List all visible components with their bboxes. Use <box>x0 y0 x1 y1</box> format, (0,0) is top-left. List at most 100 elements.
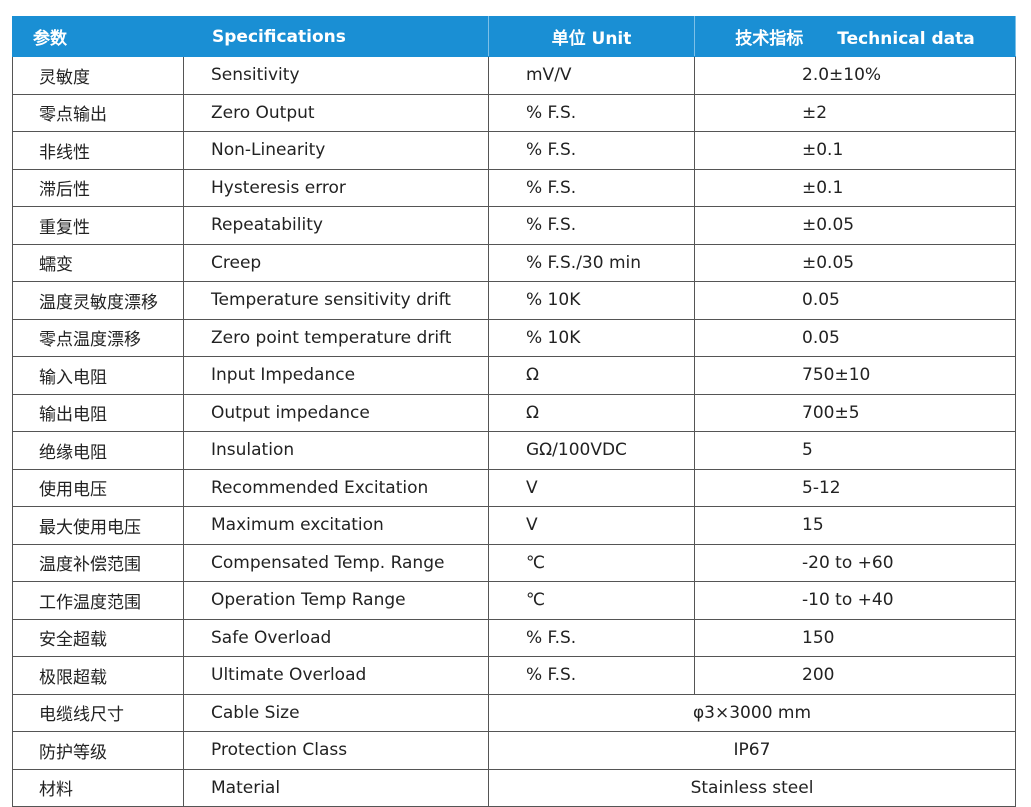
table-cell: V <box>488 468 695 507</box>
table-cell: % F.S. <box>488 168 695 207</box>
table-cell: 防护等级 <box>12 731 184 770</box>
table-cell: Material <box>183 768 489 807</box>
table-cell: Protection Class <box>183 731 489 770</box>
table-cell: 使用电压 <box>12 468 184 507</box>
table-cell: 200 <box>694 656 1016 695</box>
table-cell: Repeatability <box>183 206 489 245</box>
table-cell: 15 <box>694 506 1016 545</box>
table-row: 温度补偿范围 Compensated Temp. Range ℃ -20 to +60 <box>12 543 1016 582</box>
table-cell: % F.S./30 min <box>488 243 695 282</box>
table-cell: 重复性 <box>12 206 184 245</box>
table-cell: Sensitivity <box>183 56 489 95</box>
table-cell: 输出电阻 <box>12 393 184 432</box>
table-cell: Creep <box>183 243 489 282</box>
table-cell: 0.05 <box>694 318 1016 357</box>
table-row: 温度灵敏度漂移 Temperature sensitivity drift% 10… <box>12 281 1016 320</box>
table-row: 最大使用电压 Maximum excitation V 15 <box>12 506 1016 545</box>
table-cell: 蠕变 <box>12 243 184 282</box>
table-cell: Ω <box>488 356 695 395</box>
header-cell: 单位 Unit <box>488 16 695 57</box>
header-row: 参数 Specifications 单位 Unit 技术指标 Technical … <box>12 16 1016 57</box>
table-cell: % 10K <box>488 318 695 357</box>
header-cell: 参数 <box>12 16 184 57</box>
table-cell: % F.S. <box>488 93 695 132</box>
table-row: 滞后性 Hysteresis error% F.S. ±0.1 <box>12 168 1016 207</box>
table-cell: Non-Linearity <box>183 131 489 170</box>
table-row: 灵敏度 Sensitivity mV/V 2.0±10% <box>12 56 1016 95</box>
table-row: 蠕变 Creep% F.S./30 min ±0.05 <box>12 243 1016 282</box>
table-cell: 非线性 <box>12 131 184 170</box>
table-cell: ±0.1 <box>694 168 1016 207</box>
header-cell: Specifications <box>183 16 489 57</box>
table-cell: φ3×3000 mm <box>488 693 1016 732</box>
table-cell: 150 <box>694 618 1016 657</box>
header-text: Technical data <box>837 29 975 49</box>
table-row: 使用电压 Recommended Excitation V 5-12 <box>12 468 1016 507</box>
table-cell: Input Impedance <box>183 356 489 395</box>
table-cell: 最大使用电压 <box>12 506 184 545</box>
table-cell: Hysteresis error <box>183 168 489 207</box>
table-cell: V <box>488 506 695 545</box>
table-cell: Zero Output <box>183 93 489 132</box>
table-cell: % F.S. <box>488 618 695 657</box>
table-cell: 极限超载 <box>12 656 184 695</box>
table-cell: Safe Overload <box>183 618 489 657</box>
table-cell: % 10K <box>488 281 695 320</box>
table-row: 绝缘电阻 Insulation GΩ/100VDC 5 <box>12 431 1016 470</box>
table-cell: 温度灵敏度漂移 <box>12 281 184 320</box>
table-cell: % F.S. <box>488 131 695 170</box>
table-row: 零点温度漂移 Zero point temperature drift% 10K 0… <box>12 318 1016 357</box>
table-cell: ℃ <box>488 581 695 620</box>
table-cell: Ω <box>488 393 695 432</box>
table-row: 工作温度范围 Operation Temp Range ℃ -10 to +40 <box>12 581 1016 620</box>
table-cell: GΩ/100VDC <box>488 431 695 470</box>
table-cell: 滞后性 <box>12 168 184 207</box>
table-row: 零点输出 Zero Output% F.S. ±2 <box>12 93 1016 132</box>
table-row: 重复性 Repeatability% F.S. ±0.05 <box>12 206 1016 245</box>
table-cell: ±0.05 <box>694 243 1016 282</box>
table-cell: 温度补偿范围 <box>12 543 184 582</box>
table-cell: 2.0±10% <box>694 56 1016 95</box>
table-row: 安全超载 Safe Overload% F.S. 150 <box>12 618 1016 657</box>
table-cell: 零点温度漂移 <box>12 318 184 357</box>
table-row: 非线性 Non-Linearity% F.S. ±0.1 <box>12 131 1016 170</box>
table-cell: Maximum excitation <box>183 506 489 545</box>
header-cell: 技术指标 Technical data <box>694 16 1016 57</box>
header-text: 技术指标 <box>735 29 804 49</box>
table-cell: 材料 <box>12 768 184 807</box>
table-row: 输出电阻 Output impedance Ω 700±5 <box>12 393 1016 432</box>
table-cell: % F.S. <box>488 656 695 695</box>
table-cell: % F.S. <box>488 206 695 245</box>
table-cell: -20 to +60 <box>694 543 1016 582</box>
table-row: 防护等级 Protection Class IP67 <box>12 731 1016 770</box>
table-cell: IP67 <box>488 731 1016 770</box>
table-row: 材料 Material Stainless steel <box>12 768 1016 807</box>
table-cell: 灵敏度 <box>12 56 184 95</box>
table-cell: -10 to +40 <box>694 581 1016 620</box>
table-header: 参数 Specifications 单位 Unit 技术指标 Technical … <box>12 16 1016 57</box>
spec-table: 参数 Specifications 单位 Unit 技术指标 Technical … <box>12 16 1016 807</box>
table-row: 电缆线尺寸 Cable Size φ3×3000 mm <box>12 693 1016 732</box>
table-cell: Stainless steel <box>488 768 1016 807</box>
table-cell: 5-12 <box>694 468 1016 507</box>
spec-table-wrap: 参数 Specifications 单位 Unit 技术指标 Technical … <box>12 16 1016 807</box>
table-cell: 零点输出 <box>12 93 184 132</box>
table-cell: 750±10 <box>694 356 1016 395</box>
table-cell: 5 <box>694 431 1016 470</box>
table-cell: Operation Temp Range <box>183 581 489 620</box>
table-cell: Zero point temperature drift <box>183 318 489 357</box>
table-row: 输入电阻 Input Impedance Ω 750±10 <box>12 356 1016 395</box>
table-cell: 工作温度范围 <box>12 581 184 620</box>
table-cell: Ultimate Overload <box>183 656 489 695</box>
table-cell: ℃ <box>488 543 695 582</box>
table-cell: Cable Size <box>183 693 489 732</box>
table-cell: 700±5 <box>694 393 1016 432</box>
table-cell: Recommended Excitation <box>183 468 489 507</box>
page: {"header": ["参数", "Specifications", "单位 … <box>12 16 1016 807</box>
table-cell: 输入电阻 <box>12 356 184 395</box>
table-cell: ±0.05 <box>694 206 1016 245</box>
table-cell: 0.05 <box>694 281 1016 320</box>
table-cell: ±2 <box>694 93 1016 132</box>
table-cell: Output impedance <box>183 393 489 432</box>
table-row: 极限超载 Ultimate Overload% F.S. 200 <box>12 656 1016 695</box>
